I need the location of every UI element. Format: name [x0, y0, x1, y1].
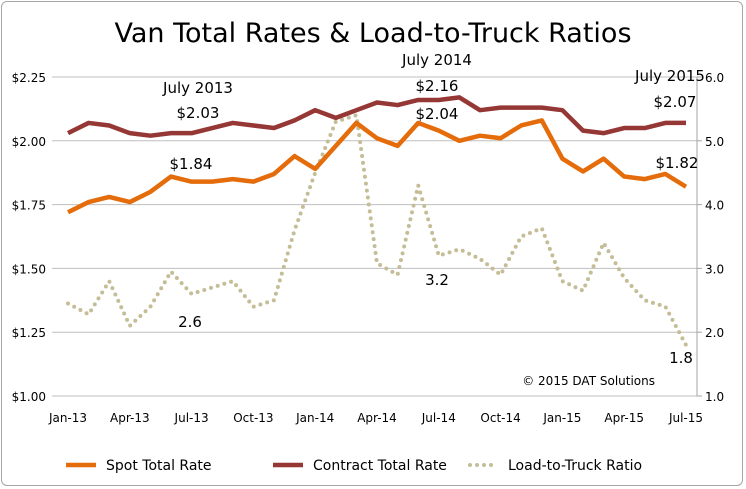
- y-right-tick-label: 1.0: [705, 390, 724, 404]
- annotation-spot-jul15: $1.82: [656, 154, 699, 172]
- annotation-spot-jul14: $2.04: [416, 105, 459, 123]
- annotation-contract-jul14: $2.16: [416, 77, 459, 95]
- y-left-tick-label: $1.75: [12, 199, 46, 213]
- annotation-july-2014: July 2014: [401, 51, 472, 69]
- x-tick-label: Jul-13: [174, 411, 209, 425]
- chart-title: Van Total Rates & Load-to-Truck Ratios: [114, 18, 631, 49]
- x-tick-label: Jul-14: [421, 411, 456, 425]
- x-tick-label: Jan-13: [48, 411, 87, 425]
- x-tick-label: Apr-14: [357, 411, 397, 425]
- legend-label: Load-to-Truck Ratio: [508, 458, 642, 474]
- y-left-tick-label: $1.00: [12, 390, 46, 404]
- y-right-tick-label: 6.0: [705, 71, 724, 85]
- x-tick-label: Oct-14: [480, 411, 520, 425]
- legend-label: Contract Total Rate: [313, 458, 447, 474]
- y-left-tick-label: $1.25: [12, 326, 46, 340]
- annotation-july-2013: July 2013: [162, 79, 233, 97]
- annotation-contract-jul15: $2.07: [654, 93, 697, 111]
- y-right-tick-label: 4.0: [705, 199, 724, 213]
- y-left-tick-label: $1.50: [12, 262, 46, 276]
- series-line-load-to-truck-ratio: [66, 113, 688, 347]
- legend-label: Spot Total Rate: [106, 458, 212, 474]
- annotation-july-2015: July 2015: [634, 67, 705, 85]
- y-left-tick-label: $2.25: [12, 71, 46, 85]
- x-tick-label: Apr-13: [110, 411, 150, 425]
- annotation-contract-jul13: $2.03: [177, 104, 220, 122]
- x-tick-label: Apr-15: [604, 411, 644, 425]
- annotation-spot-jul13: $1.84: [170, 155, 213, 173]
- y-right-tick-label: 2.0: [705, 326, 724, 340]
- copyright-note: © 2015 DAT Solutions: [522, 374, 655, 388]
- x-tick-label: Jan-15: [542, 411, 581, 425]
- y-left-tick-label: $2.00: [12, 135, 46, 149]
- y-right-tick-label: 5.0: [705, 135, 724, 149]
- y-right-tick-label: 3.0: [705, 262, 724, 276]
- annotation-ratio-jul13: 2.6: [178, 313, 202, 331]
- annotation-ratio-jul14: 3.2: [425, 271, 449, 289]
- x-tick-label: Jul-15: [668, 411, 703, 425]
- series-line-contract-total-rate: [67, 95, 686, 138]
- x-tick-label: Oct-13: [233, 411, 273, 425]
- x-tick-label: Jan-14: [295, 411, 334, 425]
- annotation-ratio-jul15: 1.8: [669, 349, 693, 367]
